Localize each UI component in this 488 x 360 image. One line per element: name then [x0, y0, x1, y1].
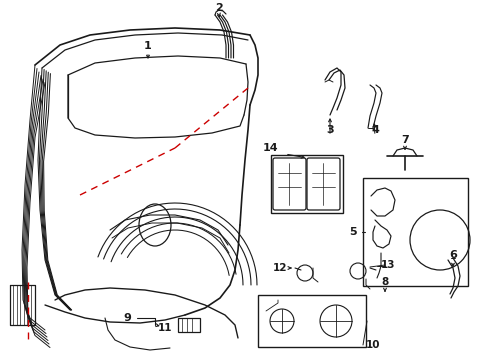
Bar [270, 155, 342, 213]
Text: 2: 2 [215, 3, 223, 13]
Text: 14: 14 [263, 143, 278, 153]
Bar [178, 318, 200, 332]
Text: 7: 7 [400, 135, 408, 145]
Text: 1: 1 [144, 41, 152, 51]
Text: 5: 5 [348, 227, 356, 237]
Text: 11: 11 [158, 323, 172, 333]
Text: 9: 9 [123, 313, 131, 323]
Text: 4: 4 [370, 125, 378, 135]
Bar [258, 295, 365, 347]
Text: 3: 3 [325, 125, 333, 135]
Text: 8: 8 [381, 277, 388, 287]
Text: 10: 10 [365, 340, 380, 350]
Text: 6: 6 [448, 250, 456, 260]
Text: 12: 12 [272, 263, 286, 273]
Text: 13: 13 [380, 260, 394, 270]
Bar [362, 178, 467, 286]
